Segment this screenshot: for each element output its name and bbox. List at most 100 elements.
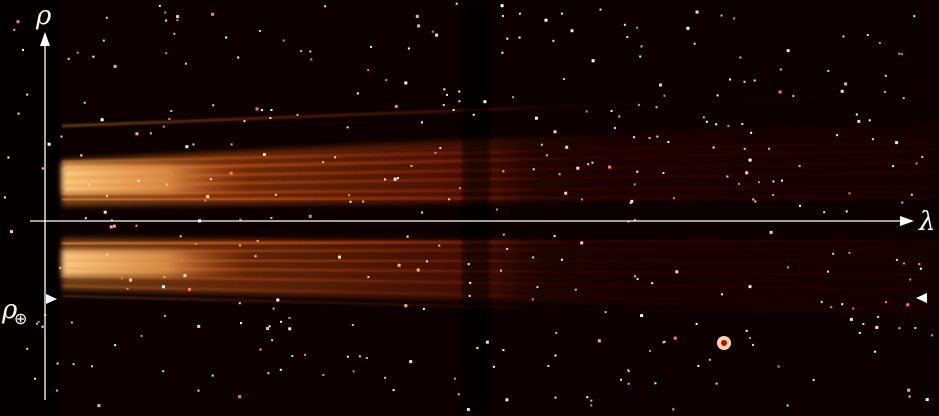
hot-pixel — [438, 244, 441, 247]
hot-pixel — [114, 344, 117, 347]
hot-pixel — [560, 258, 563, 261]
hot-pixel — [192, 143, 195, 146]
spectral-streak — [61, 171, 936, 187]
hot-pixel — [745, 171, 749, 175]
hot-pixel — [56, 362, 59, 365]
hot-pixel — [558, 173, 561, 176]
hot-pixel — [41, 325, 44, 328]
hot-pixel — [197, 324, 201, 328]
hot-pixel — [26, 347, 29, 350]
hot-pixel — [254, 255, 257, 258]
hot-pixel — [41, 167, 44, 170]
hot-pixel — [656, 135, 659, 138]
hot-pixel — [384, 178, 386, 181]
hot-pixel — [34, 377, 36, 380]
hot-pixel — [102, 39, 105, 42]
hot-pixel — [270, 109, 273, 111]
hot-pixel — [266, 327, 269, 330]
hot-pixel — [296, 113, 299, 116]
hot-pixel — [35, 322, 38, 325]
hot-pixel — [239, 244, 241, 247]
hot-pixel — [188, 287, 191, 291]
hot-pixel — [663, 94, 666, 97]
hot-pixel — [883, 90, 886, 93]
hot-pixel — [564, 191, 568, 195]
hot-pixel — [608, 165, 612, 169]
hot-pixel — [229, 171, 233, 175]
hot-pixel — [715, 382, 718, 385]
bright-spot-core — [721, 340, 727, 346]
hot-pixel — [55, 389, 58, 392]
hot-pixel — [737, 182, 740, 185]
hot-pixel — [103, 210, 107, 214]
hot-pixel — [852, 307, 855, 310]
hot-pixel — [840, 89, 844, 93]
hot-pixel — [874, 350, 877, 353]
hot-pixel — [721, 293, 724, 296]
hot-pixel — [165, 52, 168, 55]
hot-pixel — [97, 404, 101, 408]
hot-pixel — [225, 36, 228, 39]
hot-pixel — [827, 270, 829, 273]
hot-pixel — [830, 306, 833, 309]
hot-pixel — [500, 4, 504, 8]
hot-pixel — [743, 80, 746, 83]
hot-pixel — [640, 314, 644, 318]
hot-pixel — [149, 132, 152, 135]
hot-pixel — [3, 196, 6, 199]
hot-pixel — [455, 2, 458, 5]
hot-pixel — [662, 172, 665, 174]
hot-pixel — [555, 331, 558, 334]
hot-pixel — [836, 134, 839, 137]
hot-pixel — [777, 365, 780, 368]
hot-pixel — [590, 404, 593, 407]
hot-pixel — [812, 379, 815, 381]
hot-pixel — [109, 225, 113, 229]
hot-pixel — [743, 147, 746, 150]
spectral-streak — [61, 161, 936, 179]
hot-pixel — [88, 183, 91, 186]
hot-pixel — [654, 382, 657, 385]
hot-pixel — [574, 288, 577, 291]
hot-pixel — [636, 278, 639, 280]
hot-pixel — [908, 395, 911, 398]
hot-pixel — [443, 88, 446, 91]
hot-pixel — [161, 285, 165, 289]
hot-pixel — [695, 11, 698, 14]
hot-pixel — [697, 364, 700, 367]
hot-pixel — [708, 358, 711, 361]
hot-pixel — [276, 298, 280, 302]
spectral-streak — [61, 238, 936, 246]
hot-pixel — [404, 304, 408, 308]
spectral-streak — [61, 295, 936, 319]
lambda-label: λ — [918, 207, 935, 237]
hot-pixel — [630, 199, 634, 203]
hot-pixel — [733, 17, 736, 20]
hot-pixel — [91, 365, 93, 368]
hot-pixel — [407, 47, 410, 50]
hot-pixel — [591, 161, 594, 164]
hot-pixel — [67, 57, 70, 60]
hot-pixel — [356, 92, 359, 95]
hot-pixel — [931, 334, 934, 337]
hot-pixel — [324, 5, 327, 8]
hot-pixel — [415, 14, 419, 18]
spectral-streak — [61, 259, 936, 263]
hot-pixel — [310, 58, 313, 61]
hot-pixel — [915, 162, 918, 165]
hot-pixel — [627, 382, 630, 385]
hot-pixel — [60, 135, 63, 138]
hot-pixel — [106, 194, 108, 197]
hot-pixel — [309, 50, 312, 53]
hot-pixel — [334, 156, 337, 159]
hot-pixel — [70, 321, 73, 324]
hot-pixel — [686, 26, 690, 30]
hot-pixel — [279, 368, 282, 371]
hot-pixel — [640, 45, 643, 48]
spectral-streak — [61, 267, 936, 276]
hot-pixel — [170, 110, 173, 112]
hot-pixel — [135, 132, 139, 136]
hot-pixel — [781, 179, 783, 182]
hot-pixel — [346, 355, 349, 358]
